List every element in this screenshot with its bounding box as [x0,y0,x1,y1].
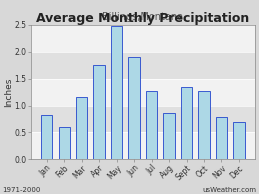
Bar [181,87,192,159]
Text: usWeather.com: usWeather.com [203,187,256,193]
Y-axis label: Inches: Inches [4,77,13,107]
Text: Billings,Montana: Billings,Montana [102,12,183,22]
Bar [31,52,255,79]
Bar [76,97,87,159]
Bar [111,26,122,159]
Title: Average Monthly Precipitation: Average Monthly Precipitation [36,12,249,25]
Bar [41,115,52,159]
Bar [93,65,105,159]
Bar [31,79,255,106]
Bar [128,57,140,159]
Text: 1971-2000: 1971-2000 [3,187,41,193]
Bar [146,91,157,159]
Bar [163,113,175,159]
Bar [233,122,245,159]
Bar [216,117,227,159]
Bar [31,106,255,132]
Bar [59,127,70,159]
Bar [31,25,255,52]
Bar [198,91,210,159]
Bar [31,132,255,159]
